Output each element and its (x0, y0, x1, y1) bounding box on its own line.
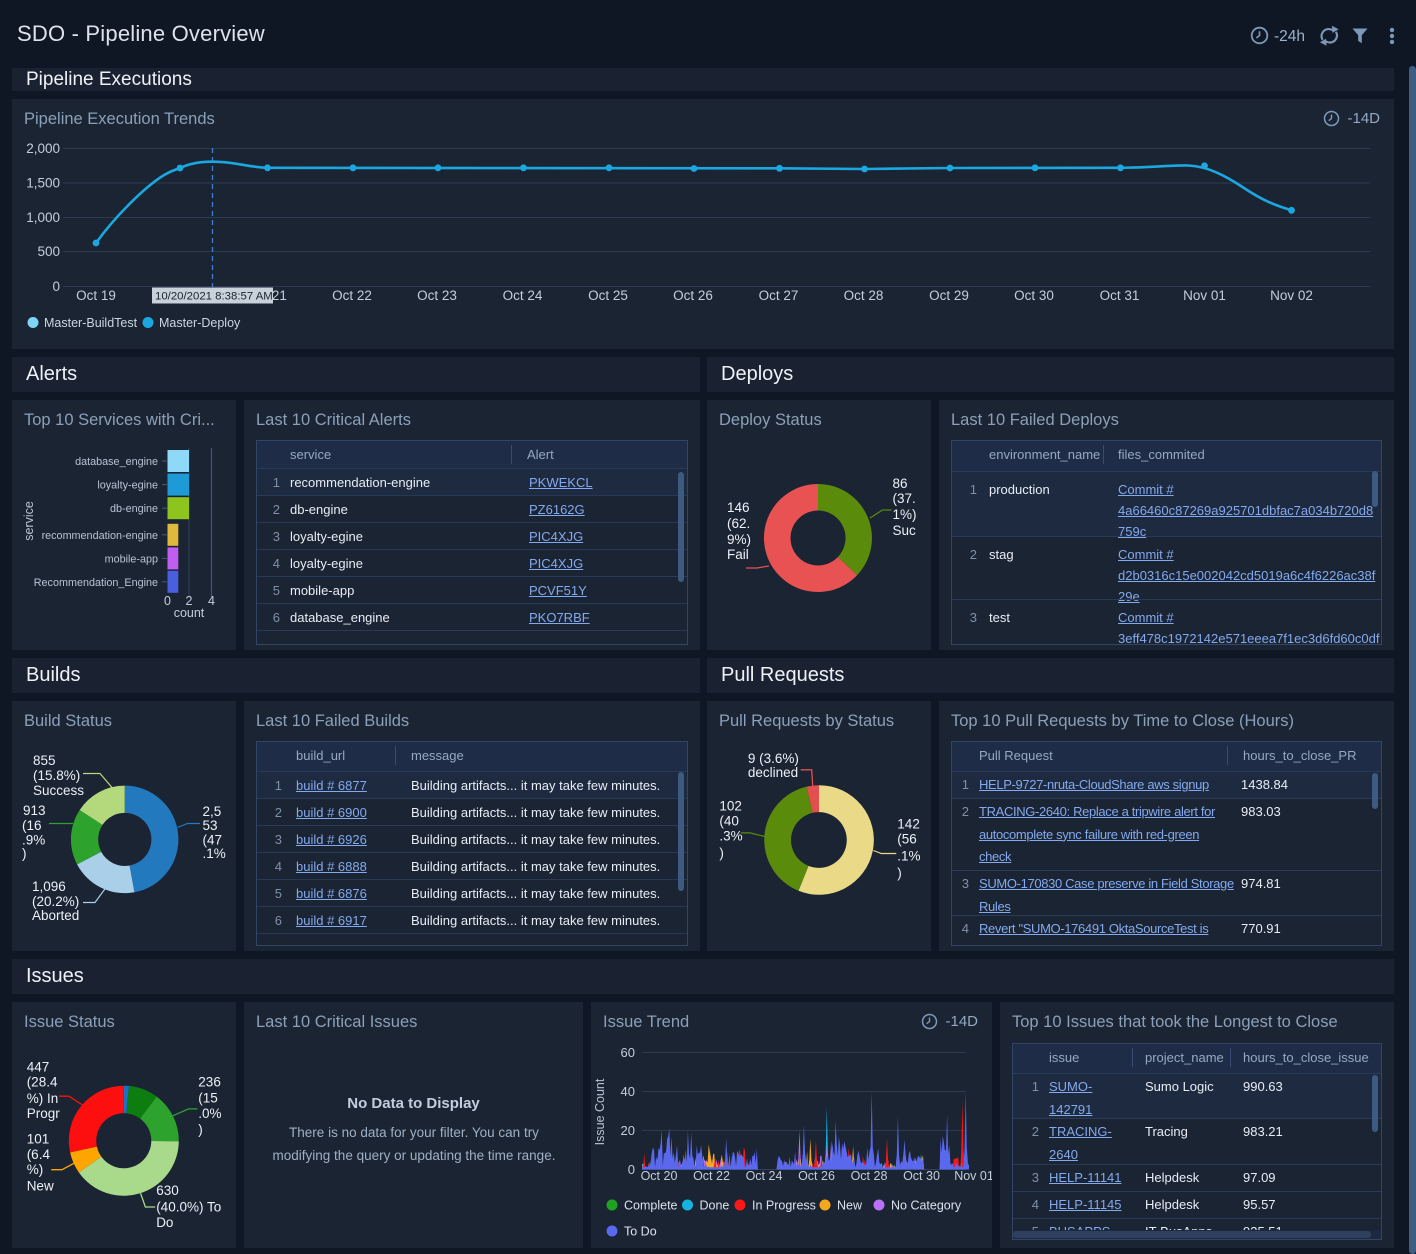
svg-text:): ) (897, 865, 902, 880)
svg-text:Oct 23: Oct 23 (417, 288, 457, 303)
svg-text:(20.2%): (20.2%) (32, 894, 79, 909)
svg-text:Suc: Suc (893, 523, 917, 538)
svg-text:40: 40 (621, 1084, 635, 1099)
svg-text:Master-BuildTest: Master-BuildTest (44, 316, 138, 330)
svg-text:To Do: To Do (624, 1225, 657, 1239)
svg-text:Master-Deploy: Master-Deploy (159, 316, 241, 330)
svg-text:2: 2 (186, 594, 193, 608)
svg-text:Oct 24: Oct 24 (503, 288, 543, 303)
svg-text:loyalty-egine: loyalty-egine (97, 480, 158, 492)
svg-text:(47: (47 (203, 833, 223, 848)
svg-text:Oct 20: Oct 20 (641, 1169, 678, 1183)
svg-text:(28.4: (28.4 (27, 1075, 58, 1090)
svg-text:1,096: 1,096 (32, 879, 66, 894)
svg-text:630: 630 (156, 1183, 179, 1198)
svg-text:1%): 1%) (893, 507, 917, 522)
svg-text:20: 20 (621, 1123, 635, 1138)
svg-text:Fail: Fail (727, 547, 749, 562)
svg-text:Oct 25: Oct 25 (588, 288, 628, 303)
svg-text:1,500: 1,500 (26, 176, 60, 191)
svg-text:%) In: %) In (27, 1091, 59, 1106)
svg-text:Oct 24: Oct 24 (746, 1169, 783, 1183)
svg-text:New: New (27, 1179, 54, 1194)
svg-text:4: 4 (208, 594, 215, 608)
svg-text:9%): 9%) (727, 532, 751, 547)
svg-text:Oct 19: Oct 19 (76, 288, 116, 303)
svg-text:Nov 01: Nov 01 (954, 1169, 992, 1183)
svg-text:86: 86 (893, 476, 908, 491)
svg-text:(16: (16 (22, 818, 42, 833)
svg-text:146: 146 (727, 500, 750, 515)
svg-text:Nov 02: Nov 02 (1270, 288, 1313, 303)
svg-text:-24h: -24h (1274, 28, 1305, 45)
svg-text:Success: Success (33, 783, 84, 798)
svg-text:mobile-app: mobile-app (105, 553, 158, 565)
svg-text:500: 500 (37, 244, 60, 259)
svg-text:53: 53 (203, 818, 218, 833)
svg-text:): ) (719, 845, 724, 860)
svg-text:In Progress: In Progress (752, 1199, 816, 1213)
svg-text:Oct 28: Oct 28 (844, 288, 884, 303)
svg-text:0: 0 (164, 594, 171, 608)
svg-text:855: 855 (33, 753, 56, 768)
svg-text:%): %) (27, 1162, 44, 1177)
svg-text:Complete: Complete (624, 1199, 678, 1213)
svg-text:Oct 28: Oct 28 (851, 1169, 888, 1183)
svg-text:(37.: (37. (893, 491, 916, 506)
svg-text:(6.4: (6.4 (27, 1147, 51, 1162)
svg-text:913: 913 (23, 803, 46, 818)
svg-text:0: 0 (628, 1162, 635, 1177)
svg-text:.9%: .9% (22, 833, 45, 848)
svg-text:Oct 22: Oct 22 (332, 288, 372, 303)
svg-text:(15: (15 (198, 1090, 218, 1105)
svg-text:60: 60 (621, 1045, 635, 1060)
svg-text:Oct 26: Oct 26 (673, 288, 713, 303)
svg-text:Oct 29: Oct 29 (929, 288, 969, 303)
svg-text:447: 447 (27, 1060, 50, 1075)
svg-text:Oct 30: Oct 30 (903, 1169, 940, 1183)
svg-text:Oct 27: Oct 27 (759, 288, 799, 303)
svg-text:Nov 01: Nov 01 (1183, 288, 1226, 303)
svg-text:Progr: Progr (27, 1106, 61, 1121)
svg-text:102: 102 (719, 799, 742, 814)
svg-text:Recommendation_Engine: Recommendation_Engine (34, 577, 158, 589)
svg-text:service: service (22, 501, 36, 541)
svg-text:.1%: .1% (897, 848, 920, 863)
svg-text:Oct 30: Oct 30 (1014, 288, 1054, 303)
svg-text:recommendation-engine: recommendation-engine (42, 530, 158, 542)
svg-text:.3%: .3% (719, 829, 742, 844)
svg-text:Aborted: Aborted (32, 908, 79, 923)
svg-text:Do: Do (156, 1215, 173, 1230)
svg-text:No Category: No Category (891, 1199, 962, 1213)
svg-text:236: 236 (198, 1074, 221, 1089)
svg-text:): ) (198, 1122, 203, 1137)
svg-text:10/20/2021 8:38:57 AM: 10/20/2021 8:38:57 AM (155, 291, 273, 303)
svg-text:(40.0%) To: (40.0%) To (156, 1200, 221, 1215)
svg-text:(15.8%): (15.8%) (33, 768, 80, 783)
svg-text:(62.: (62. (727, 516, 750, 531)
svg-text:9 (3.6%): 9 (3.6%) (748, 751, 799, 766)
svg-text:0: 0 (52, 279, 60, 294)
svg-text:): ) (22, 846, 27, 861)
svg-text:Oct 31: Oct 31 (1100, 288, 1140, 303)
svg-text:.1%: .1% (203, 846, 226, 861)
svg-text:142: 142 (897, 817, 920, 832)
svg-text:Oct 26: Oct 26 (798, 1169, 835, 1183)
svg-text:2,000: 2,000 (26, 141, 60, 156)
svg-text:database_engine: database_engine (75, 456, 158, 468)
svg-text:Issue Count: Issue Count (593, 1078, 607, 1145)
svg-text:declined: declined (748, 765, 798, 780)
svg-text:(40: (40 (719, 814, 739, 829)
svg-text:.0%: .0% (198, 1106, 221, 1121)
svg-text:(56: (56 (897, 832, 917, 847)
svg-text:Oct 22: Oct 22 (693, 1169, 730, 1183)
svg-text:Done: Done (700, 1199, 730, 1213)
svg-text:New: New (837, 1199, 863, 1213)
svg-text:1,000: 1,000 (26, 210, 60, 225)
svg-text:count: count (174, 606, 205, 620)
svg-text:2,5: 2,5 (203, 804, 222, 819)
svg-text:db-engine: db-engine (110, 503, 158, 515)
svg-text:101: 101 (27, 1132, 50, 1147)
